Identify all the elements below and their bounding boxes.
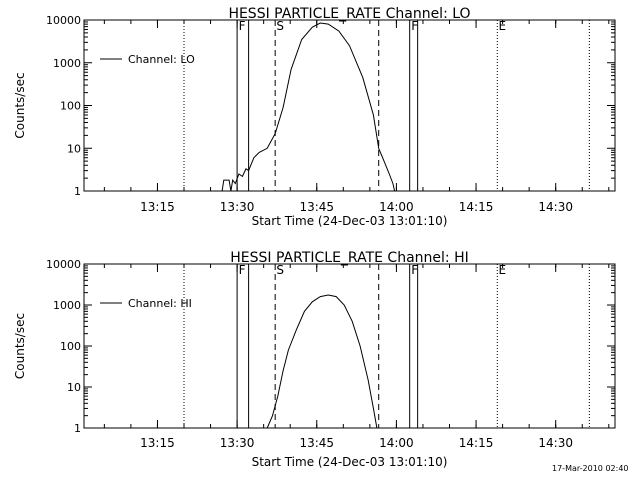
y-axis-label: Counts/sec	[13, 313, 27, 379]
event-marker-label: S	[276, 263, 284, 277]
event-marker-label: F	[239, 19, 246, 33]
y-tick-label: 10000	[46, 14, 81, 27]
timestamp: 17-Mar-2010 02:40	[552, 464, 629, 473]
event-marker-label: S	[276, 19, 284, 33]
y-tick-label: 10000	[46, 258, 81, 271]
event-marker-label: F	[411, 263, 418, 277]
x-tick-label: 13:45	[299, 436, 334, 450]
event-marker-label: E	[498, 263, 506, 277]
chart-title: HESSI PARTICLE_RATE Channel: LO	[228, 6, 470, 22]
legend-label: Channel: LO	[128, 53, 195, 66]
chart-panel-1: HESSI PARTICLE_RATE Channel: LO 1 10 100 100…	[13, 6, 616, 228]
x-tick-label: 14:30	[538, 200, 573, 214]
y-tick-label: 10	[67, 142, 81, 155]
plot-frame	[83, 263, 616, 429]
y-tick-label: 100	[60, 340, 81, 353]
event-marker-label: E	[498, 19, 506, 33]
chart-panel-2: HESSI PARTICLE_RATE Channel: HI 1 10 100 100…	[13, 250, 616, 469]
x-axis-label: Start Time (24-Dec-03 13:01:10)	[252, 455, 448, 469]
legend-label: Channel: HI	[128, 297, 192, 310]
x-tick-label: 14:15	[459, 200, 494, 214]
x-tick-label: 13:45	[299, 200, 334, 214]
x-tick-label: 13:15	[140, 436, 175, 450]
series-line	[221, 22, 396, 192]
y-tick-label: 10	[67, 381, 81, 394]
event-marker-label: F	[411, 19, 418, 33]
event-marker-label: F	[239, 263, 246, 277]
x-tick-label: 14:15	[459, 436, 494, 450]
y-tick-label: 100	[60, 100, 81, 113]
series-line	[266, 294, 378, 429]
x-tick-label: 13:15	[140, 200, 175, 214]
x-axis-label: Start Time (24-Dec-03 13:01:10)	[252, 214, 448, 228]
y-tick-label: 1	[74, 422, 81, 435]
x-tick-label: 14:30	[538, 436, 573, 450]
x-tick-label: 13:30	[220, 200, 255, 214]
x-tick-label: 14:00	[379, 436, 414, 450]
x-tick-label: 13:30	[220, 436, 255, 450]
x-tick-label: 14:00	[379, 200, 414, 214]
y-tick-label: 1	[74, 185, 81, 198]
y-axis-label: Counts/sec	[13, 72, 27, 138]
y-tick-label: 1000	[53, 299, 81, 312]
chart-title: HESSI PARTICLE_RATE Channel: HI	[230, 250, 468, 266]
y-tick-label: 1000	[53, 57, 81, 70]
